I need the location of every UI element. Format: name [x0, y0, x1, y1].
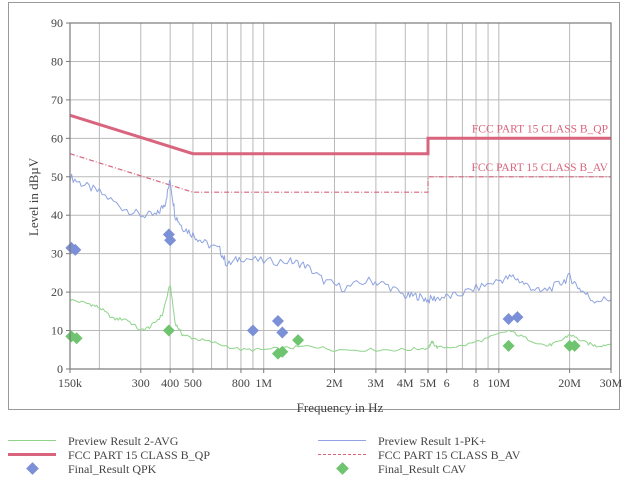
x-tick-label: 800 [232, 376, 250, 390]
legend-label-qp-limit: FCC PART 15 CLASS B_QP [68, 448, 211, 462]
x-tick-label: 10M [487, 376, 510, 390]
av-limit-line [69, 153, 611, 193]
x-axis-label: Frequency in Hz [297, 400, 384, 415]
limit-lines: FCC PART 15 CLASS B_QP FCC PART 15 CLASS … [69, 113, 611, 193]
y-tick-label: 0 [57, 362, 63, 376]
x-tick-label: 150k [58, 376, 82, 390]
series-lines [69, 173, 612, 352]
x-tick-label: 4M [397, 376, 414, 390]
chart-frame [8, 2, 620, 410]
av-limit-label: FCC PART 15 CLASS B_AV [471, 162, 608, 174]
qpk-marker [246, 324, 259, 337]
y-tick-label: 90 [51, 16, 63, 30]
diamond-marker-icon [26, 462, 39, 475]
markers [65, 228, 581, 360]
cav-marker [276, 345, 289, 358]
y-tick-label: 20 [51, 285, 63, 299]
qpk-marker [276, 326, 289, 339]
x-tick-label: 2M [326, 376, 343, 390]
y-tick-label: 80 [51, 54, 63, 68]
legend-label-pk: Preview Result 1-PK+ [378, 434, 487, 448]
plot-area-border [69, 22, 612, 370]
qpk-marker [164, 234, 177, 247]
y-tick-label: 70 [51, 93, 63, 107]
x-tick-label: 400 [161, 376, 179, 390]
y-axis-label: Level in dBµV [26, 157, 41, 236]
legend-label-cav: Final_Result CAV [378, 462, 467, 476]
x-tick-label: 300 [132, 376, 150, 390]
x-tick-label: 5M [420, 376, 437, 390]
x-tick-label: 6 [444, 376, 450, 390]
pk-trace [69, 173, 612, 304]
avg-trace [69, 285, 612, 352]
x-tick-label: 500 [184, 376, 202, 390]
qpk-marker [511, 311, 524, 324]
qpk-marker [69, 243, 82, 256]
x-tick-label: 3M [368, 376, 385, 390]
axes: 0 10 20 30 40 50 60 70 80 90 150k 300 400 500 800 1M 2M 3… [51, 16, 623, 390]
y-tick-label: 60 [51, 131, 63, 145]
qp-limit-label: FCC PART 15 CLASS B_QP [472, 123, 608, 135]
x-tick-label: 30M [600, 376, 623, 390]
legend-swatch-pk [318, 440, 366, 441]
cav-marker [502, 339, 515, 352]
cav-marker [70, 332, 83, 345]
cav-marker [292, 334, 305, 347]
x-tick-label: 1M [255, 376, 272, 390]
y-tick-label: 50 [51, 170, 63, 184]
legend: Preview Result 2-AVG FCC PART 15 CLASS B… [0, 430, 629, 482]
legend-label-av-limit: FCC PART 15 CLASS B_AV [378, 448, 521, 462]
cav-marker [568, 339, 581, 352]
legend-label-avg: Preview Result 2-AVG [68, 434, 179, 448]
legend-label-qpk: Final_Result QPK [68, 462, 157, 476]
cav-marker [162, 324, 175, 337]
qp-limit-line [69, 113, 611, 156]
grid [69, 22, 612, 370]
legend-swatch-avg [8, 440, 56, 441]
y-tick-label: 10 [51, 324, 63, 338]
legend-swatch-av-limit [318, 454, 366, 455]
qpk-marker [271, 314, 284, 327]
x-tick-label: 20M [558, 376, 581, 390]
diamond-marker-icon [336, 462, 349, 475]
qpk-marker [502, 313, 515, 326]
x-tick-label: 8 [473, 376, 479, 390]
y-tick-label: 30 [51, 247, 63, 261]
emission-chart: FCC PART 15 CLASS B_QP FCC PART 15 CLASS … [26, 16, 623, 415]
legend-swatch-qp-limit [8, 453, 56, 456]
y-tick-label: 40 [51, 208, 63, 222]
